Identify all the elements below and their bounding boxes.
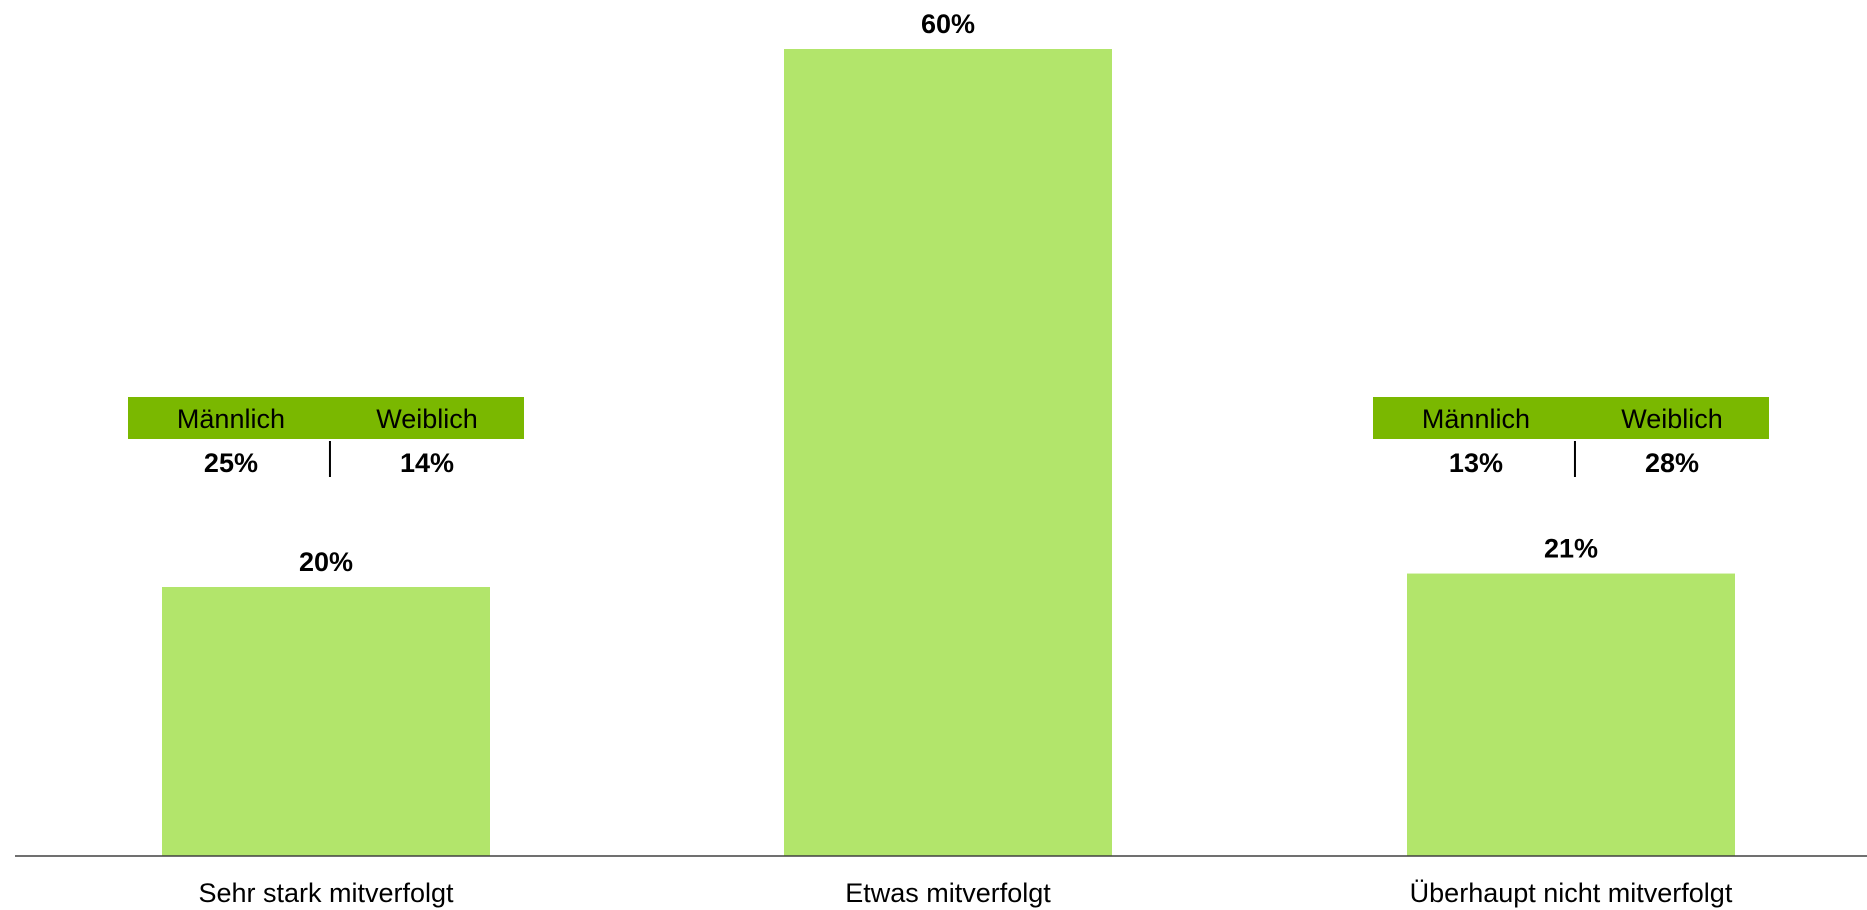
bar-value-label: 20% <box>299 547 353 577</box>
category-label: Sehr stark mitverfolgt <box>198 878 454 908</box>
gender-breakdown: Männlich Weiblich 13% 28% <box>1373 397 1769 478</box>
bar <box>784 49 1112 856</box>
gender-breakdown: Männlich Weiblich 25% 14% <box>128 397 524 478</box>
bar-value-label: 21% <box>1544 534 1598 564</box>
bar <box>1407 573 1735 856</box>
breakdown-header-male: Männlich <box>177 404 285 434</box>
bar-value-label: 60% <box>921 9 975 39</box>
breakdown-layer: Männlich Weiblich 25% 14% Männlich Weiblich 13… <box>128 397 1769 478</box>
category-label: Etwas mitverfolgt <box>845 878 1051 908</box>
breakdown-header-male: Männlich <box>1422 404 1530 434</box>
breakdown-value-female: 28% <box>1645 448 1699 478</box>
category-label: Überhaupt nicht mitverfolgt <box>1410 878 1733 908</box>
bar <box>162 587 490 856</box>
labels-layer: 20% Sehr stark mitverfolgt 60% Etwas mitver… <box>198 9 1732 908</box>
breakdown-header-band <box>1373 397 1769 439</box>
bars-layer <box>162 49 1735 856</box>
breakdown-header-band <box>128 397 524 439</box>
breakdown-value-female: 14% <box>400 448 454 478</box>
breakdown-header-female: Weiblich <box>1621 404 1723 434</box>
breakdown-value-male: 13% <box>1449 448 1503 478</box>
breakdown-value-male: 25% <box>204 448 258 478</box>
breakdown-header-female: Weiblich <box>376 404 478 434</box>
